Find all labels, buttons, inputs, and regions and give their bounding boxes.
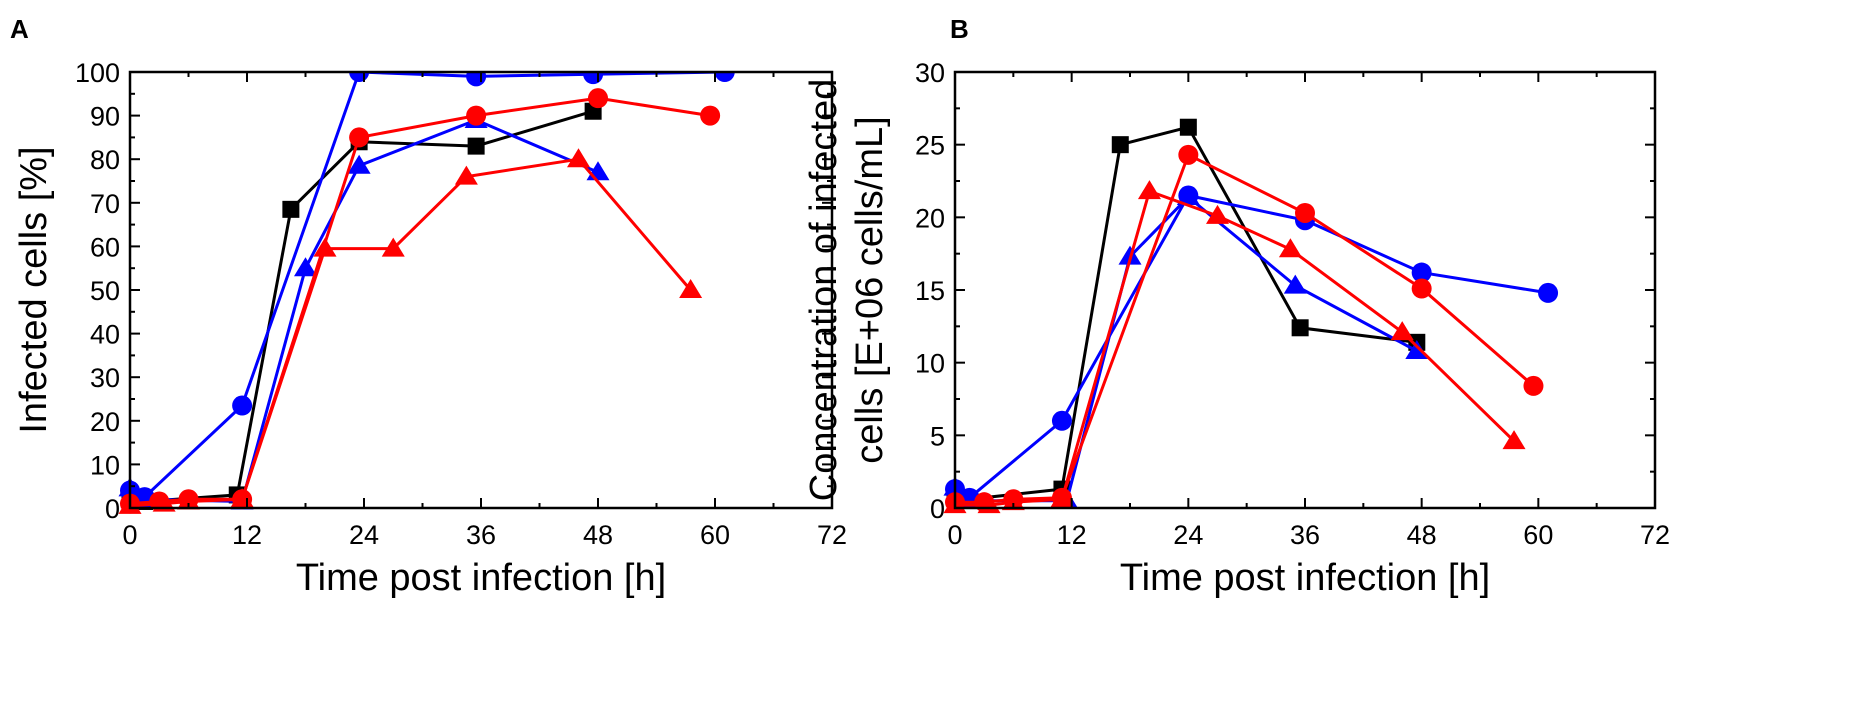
data-point-black-squares	[1179, 118, 1197, 136]
x-tick-label: 36	[1290, 520, 1320, 550]
x-tick-label: 24	[1173, 520, 1203, 550]
data-point-red-triangles	[679, 279, 703, 298]
panel-a-y-axis-title: Infected cells [%]	[13, 146, 55, 433]
data-point-red-circles	[466, 105, 487, 126]
y-tick-label: 0	[930, 494, 945, 524]
x-tick-label: 12	[1057, 520, 1087, 550]
x-tick-label: 48	[1407, 520, 1437, 550]
data-point-blue-circles	[232, 395, 253, 416]
panel-a-x-axis-title: Time post infection [h]	[296, 557, 666, 599]
data-point-blue-circles	[583, 72, 604, 85]
y-tick-label: 10	[90, 450, 120, 480]
data-point-red-triangles	[381, 237, 405, 257]
x-tick-label: 0	[122, 520, 137, 550]
panel-b-x-axis-title: Time post infection [h]	[1120, 557, 1490, 599]
y-tick-label: 0	[105, 494, 120, 524]
data-point-blue-circles	[1538, 282, 1559, 303]
y-tick-label: 30	[915, 58, 945, 88]
data-point-red-circles	[1523, 375, 1544, 396]
data-point-black-squares	[1111, 136, 1129, 154]
data-point-blue-circles	[714, 72, 735, 82]
data-point-red-triangles	[1206, 204, 1229, 224]
data-point-red-triangles	[454, 165, 478, 185]
data-point-red-circles	[1295, 202, 1315, 223]
x-tick-label: 72	[817, 520, 847, 550]
y-tick-label: 25	[915, 131, 945, 161]
y-tick-label: 20	[90, 407, 120, 437]
x-tick-label: 12	[232, 520, 262, 550]
data-point-red-triangles	[313, 237, 337, 257]
data-point-black-squares	[1291, 319, 1309, 337]
x-tick-label: 72	[1640, 520, 1670, 550]
data-point-red-circles	[700, 105, 721, 126]
data-point-black-squares	[467, 137, 485, 155]
panel-a-frame	[128, 70, 834, 510]
data-point-red-triangles	[177, 490, 200, 510]
data-point-blue-circles	[466, 72, 487, 87]
x-tick-label: 24	[349, 520, 379, 550]
y-tick-label: 40	[90, 320, 120, 350]
x-tick-label: 0	[947, 520, 962, 550]
panel-b: B 0 12 24 36 48 60 72 0 5 10 15 20 25 30 Time post in…	[803, 14, 1670, 599]
panel-a: A 0 12 24 36 48 60 72 0 10 20 30 40 50 60 70 80 90 100 Ti…	[10, 14, 847, 599]
data-point-red-triangles	[1001, 491, 1025, 511]
y-tick-label: 30	[90, 363, 120, 393]
panel-b-y-axis-title-line-1: Concentration of infected	[803, 79, 845, 502]
y-tick-label: 5	[930, 421, 945, 451]
panel-a-letter: A	[10, 14, 29, 44]
data-point-red-circles	[349, 127, 370, 148]
x-tick-label: 48	[583, 520, 613, 550]
y-tick-label: 80	[90, 145, 120, 175]
panel-b-y-axis-title-line-2: cells [E+06 cells/mL]	[849, 116, 891, 463]
series-line-blue-circles	[129, 72, 725, 499]
data-point-blue-triangles	[1405, 340, 1429, 360]
series-line-red-triangles	[129, 157, 692, 508]
panel-b-marks	[943, 118, 1559, 514]
data-point-blue-circles	[1411, 262, 1432, 283]
y-tick-label: 10	[915, 349, 945, 379]
data-point-red-triangles	[1390, 321, 1414, 341]
data-point-blue-circles	[1051, 410, 1072, 431]
panel-a-ticks: 0 12 24 36 48 60 72 0 10 20 30 40 50 60 70 80 90 100	[75, 58, 847, 550]
y-tick-label: 15	[915, 276, 945, 306]
y-tick-label: 50	[90, 276, 120, 306]
series-line-red-circles	[129, 96, 711, 506]
data-point-black-squares	[282, 200, 300, 218]
y-tick-label: 60	[90, 232, 120, 262]
data-point-red-triangles	[1050, 488, 1074, 508]
y-tick-label: 100	[75, 58, 120, 88]
data-point-red-triangles	[567, 148, 590, 168]
data-point-blue-triangles	[347, 154, 371, 174]
data-point-red-circles	[1178, 144, 1199, 165]
x-tick-label: 60	[1523, 520, 1553, 550]
y-tick-label: 20	[915, 203, 945, 233]
y-tick-label: 70	[90, 189, 120, 219]
data-point-blue-triangles	[1176, 185, 1200, 205]
data-point-red-circles	[1411, 278, 1432, 299]
y-tick-label: 90	[90, 102, 120, 132]
series-line-red-triangles	[955, 189, 1516, 507]
panel-a-marks	[118, 72, 735, 514]
data-point-blue-triangles	[294, 257, 317, 277]
data-point-blue-triangles	[1283, 274, 1307, 294]
series-line-blue-triangles	[954, 194, 1418, 503]
x-tick-label: 36	[466, 520, 496, 550]
data-point-red-triangles	[1137, 180, 1161, 200]
panel-b-ticks: 0 12 24 36 48 60 72 0 5 10 15 20 25 30	[915, 58, 1670, 550]
x-tick-label: 60	[700, 520, 730, 550]
data-point-red-circles	[588, 88, 608, 109]
panel-b-letter: B	[950, 14, 969, 44]
data-point-red-triangles	[1502, 430, 1526, 450]
data-point-red-triangles	[1278, 238, 1302, 258]
